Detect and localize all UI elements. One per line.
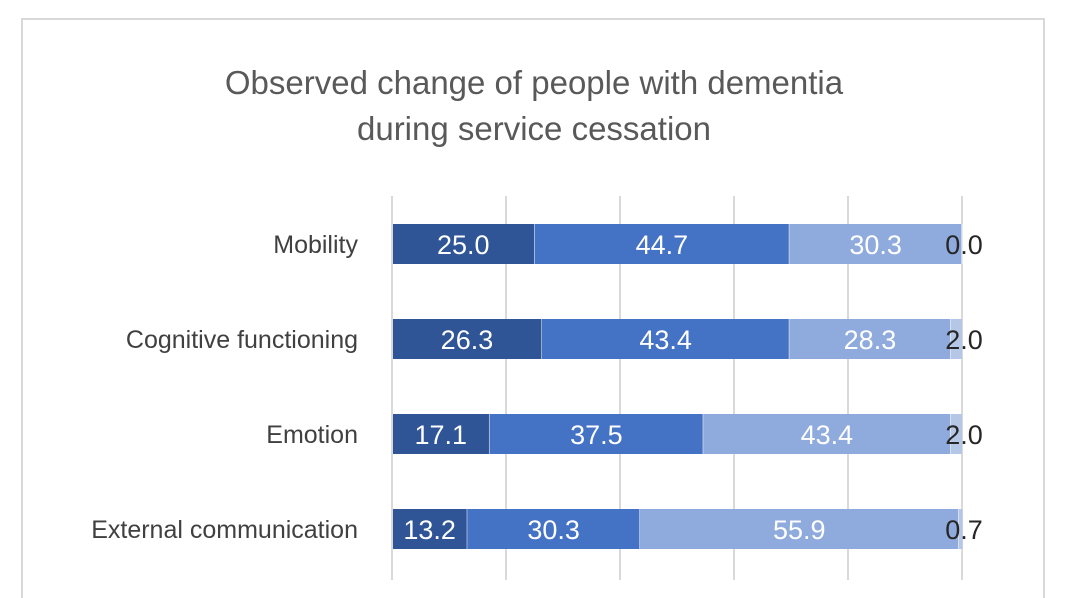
category-label: Mobility xyxy=(273,231,358,259)
bar-segment xyxy=(958,509,963,549)
value-label: 0.0 xyxy=(945,230,983,260)
bar-segment xyxy=(467,509,640,549)
value-label: 28.3 xyxy=(844,325,897,355)
bar-segment xyxy=(789,319,951,359)
value-label: 2.0 xyxy=(945,420,983,450)
bar-segment xyxy=(703,414,951,454)
category-label: Cognitive functioning xyxy=(126,326,358,354)
value-label: 13.2 xyxy=(403,515,456,545)
value-label: 2.0 xyxy=(945,325,983,355)
chart-title-line-1: Observed change of people with dementia xyxy=(224,64,844,101)
category-label: Emotion xyxy=(266,421,358,449)
bar-segment xyxy=(392,509,468,549)
value-label: 55.9 xyxy=(773,515,826,545)
value-label: 25.0 xyxy=(437,230,490,260)
bar-chart-plot: Mobility 25.0 44.7 30.3 0.0 Cognitive functio… xyxy=(91,196,983,580)
bar-segment xyxy=(392,224,535,264)
value-label: 26.3 xyxy=(441,325,494,355)
bar-segment xyxy=(392,319,542,359)
value-label: 0.7 xyxy=(945,515,983,545)
bar-segment xyxy=(789,224,962,264)
value-label: 30.3 xyxy=(527,515,580,545)
value-label: 37.5 xyxy=(570,420,623,450)
value-label: 30.3 xyxy=(849,230,902,260)
category-label: External communication xyxy=(91,516,358,544)
chart-title-line-2: during service cessation xyxy=(356,110,711,147)
value-label: 43.4 xyxy=(801,420,854,450)
bar-segment xyxy=(639,509,959,549)
bar-segment xyxy=(392,414,490,454)
bar-segment xyxy=(534,224,790,264)
chart-frame xyxy=(21,18,1045,598)
value-label: 17.1 xyxy=(414,420,467,450)
bar-segment xyxy=(950,414,962,454)
value-label: 44.7 xyxy=(636,230,689,260)
bar-segment xyxy=(541,319,790,359)
bar-segment xyxy=(489,414,704,454)
chart-title: Observed change of people with dementia … xyxy=(0,60,1068,152)
value-label: 43.4 xyxy=(639,325,692,355)
bar-segment xyxy=(950,319,962,359)
